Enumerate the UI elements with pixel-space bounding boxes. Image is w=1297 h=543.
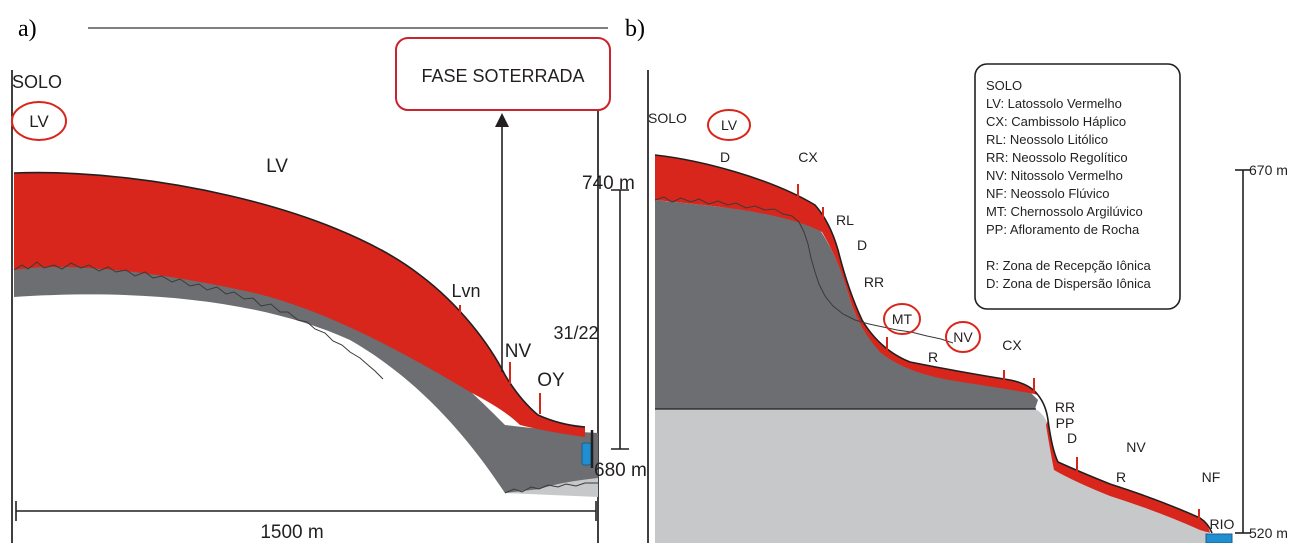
panel-b-upper-soil bbox=[655, 155, 1038, 395]
legend-line: R: Zona de Recepção Iônica bbox=[986, 258, 1152, 273]
panel-b-label-cx1: CX bbox=[798, 149, 818, 165]
panel-b-elev-top: 670 m bbox=[1249, 162, 1288, 178]
panel-b-label-rr1: RR bbox=[864, 274, 884, 290]
panel-b-label-pp: PP bbox=[1056, 415, 1075, 431]
legend-box bbox=[974, 63, 1181, 310]
legend-line: CX: Cambissolo Háplico bbox=[986, 114, 1126, 129]
panel-a: a) FASE SOTERRADA SOLO LV LV bbox=[11, 16, 647, 543]
legend-line: MT: Chernossolo Argilúvico bbox=[986, 204, 1143, 219]
panel-b-label-rio: RIO bbox=[1210, 516, 1235, 532]
panel-b-surface-lower bbox=[1037, 394, 1213, 534]
lvn-label: Lvn bbox=[451, 281, 480, 301]
distance-label: 1500 m bbox=[260, 522, 323, 543]
panel-b-label-d3: D bbox=[1067, 430, 1077, 446]
panel-b-nv-circle-label: NV bbox=[953, 329, 973, 345]
panel-a-weathering-front bbox=[13, 261, 384, 380]
fase-arrow-head bbox=[495, 113, 509, 127]
legend-line: NF: Neossolo Flúvico bbox=[986, 186, 1110, 201]
panel-b-label-r1: R bbox=[928, 349, 938, 365]
panel-b-label-r2: R bbox=[1116, 469, 1126, 485]
panel-b-lower-soil bbox=[1046, 420, 1210, 533]
panel-b-label-d1: D bbox=[720, 149, 730, 165]
nv-label: NV bbox=[505, 341, 532, 362]
panel-a-elev-top: 740 m bbox=[582, 173, 635, 194]
panel-b-elev-bottom: 520 m bbox=[1249, 525, 1288, 541]
panel-b-mt-circle bbox=[883, 303, 921, 335]
code-label: 31/22 bbox=[553, 323, 598, 343]
panel-b-label-rl: RL bbox=[836, 212, 854, 228]
panel-a-tag: a) bbox=[18, 16, 37, 42]
panel-b-label-d2: D bbox=[857, 237, 867, 253]
panel-a-lv-circle bbox=[11, 101, 67, 141]
panel-b-label-cx2: CX bbox=[1002, 337, 1022, 353]
panel-b-label-rr2: RR bbox=[1055, 399, 1075, 415]
panel-b-river-water bbox=[1205, 533, 1233, 543]
panel-b-weathering-front bbox=[654, 196, 954, 344]
oy-label: OY bbox=[537, 370, 565, 391]
panel-a-latosol-layer bbox=[14, 172, 585, 438]
panel-b-nv-circle bbox=[945, 321, 981, 353]
panel-b-solo-label: SOLO bbox=[648, 110, 687, 126]
legend-line: PP: Afloramento de Rocha bbox=[986, 222, 1140, 237]
legend-line: RR: Neossolo Regolítico bbox=[986, 150, 1128, 165]
panel-a-solo-label: SOLO bbox=[12, 72, 62, 92]
panel-a-lv-label: LV bbox=[266, 156, 288, 177]
panel-b-mt-circle-label: MT bbox=[892, 311, 913, 327]
panel-b: b) SOLO LV MT NV D CX bbox=[625, 16, 1288, 543]
panel-a-lv-circle-label: LV bbox=[29, 112, 49, 131]
legend-line: D: Zona de Dispersão Iônica bbox=[986, 276, 1152, 291]
panel-b-surface-upper bbox=[654, 154, 1039, 396]
panel-a-elev-bottom: 680 m bbox=[594, 460, 647, 481]
fase-soterrada-label: FASE SOTERRADA bbox=[421, 66, 584, 86]
legend-line: RL: Neossolo Litólico bbox=[986, 132, 1108, 147]
fase-soterrada-box bbox=[395, 37, 611, 111]
panel-b-lv-circle-label: LV bbox=[721, 117, 738, 133]
panel-a-rock-contact bbox=[504, 482, 598, 494]
panel-b-label-nf: NF bbox=[1202, 469, 1221, 485]
panel-b-bedrock bbox=[655, 409, 1210, 543]
panel-b-saprolite bbox=[655, 200, 1038, 409]
panel-b-lv-circle bbox=[707, 109, 751, 141]
legend-line: SOLO bbox=[986, 78, 1022, 93]
panel-b-tag: b) bbox=[625, 16, 645, 42]
panel-a-water bbox=[581, 442, 592, 466]
legend-line: LV: Latossolo Vermelho bbox=[986, 96, 1122, 111]
panel-b-label-nv: NV bbox=[1126, 439, 1146, 455]
legend-line: NV: Nitossolo Vermelho bbox=[986, 168, 1123, 183]
